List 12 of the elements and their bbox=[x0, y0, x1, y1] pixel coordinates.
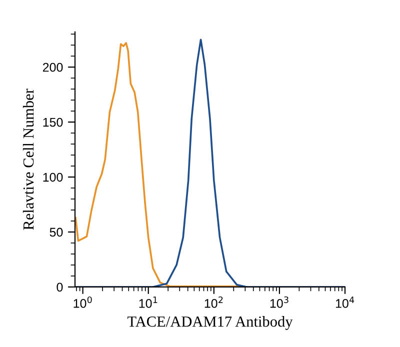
x-tick-label: 10$^{2}$ bbox=[204, 296, 223, 308]
y-tick-label: 50 bbox=[50, 228, 63, 237]
y-tick-label: 0 bbox=[56, 282, 63, 292]
y-tick-label: 150 bbox=[43, 118, 63, 127]
x-tick-label: 10$^{0}$ bbox=[74, 296, 92, 308]
y-axis-title: Relavtive Cell Number bbox=[22, 88, 34, 230]
x-tick-label: 10$^{4}$ bbox=[336, 296, 354, 308]
y-tick-label: 100 bbox=[43, 172, 63, 182]
y-tick-label: 200 bbox=[42, 62, 63, 72]
x-tick-label: 10$^{1}$ bbox=[139, 296, 158, 308]
x-tick-label: 10$^{3}$ bbox=[270, 296, 288, 308]
x-axis-title: TACE/ADAM17 Antibody bbox=[127, 316, 293, 330]
